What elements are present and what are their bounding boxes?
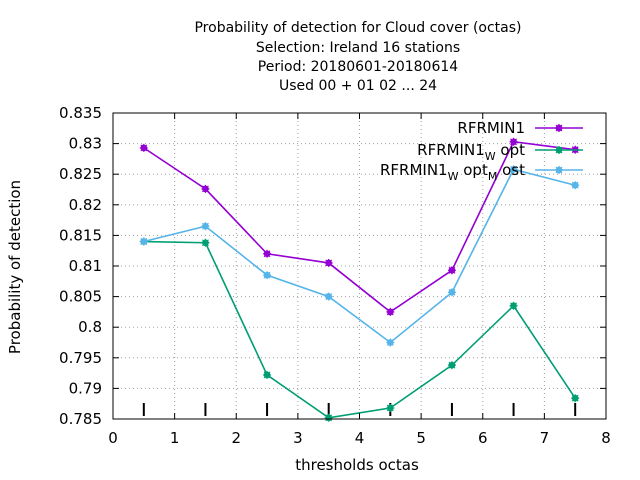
x-tick-label: 8 xyxy=(601,429,611,447)
y-tick-label: 0.795 xyxy=(59,349,102,367)
series-layer xyxy=(139,137,580,422)
series-1 xyxy=(139,137,580,316)
point-marker xyxy=(263,250,271,258)
point-marker xyxy=(510,138,517,146)
y-tick-label: 0.815 xyxy=(59,226,102,244)
y-tick-label: 0.81 xyxy=(69,257,102,275)
y-tick-label: 0.83 xyxy=(69,135,102,153)
title-line-2: Selection: Ireland 16 stations xyxy=(256,40,460,56)
point-marker xyxy=(386,404,394,412)
x-tick-label: 2 xyxy=(231,429,241,447)
x-tick-label: 7 xyxy=(540,429,550,447)
y-tick-label: 0.805 xyxy=(59,288,102,306)
legend-label: RFRMIN1W optM ost xyxy=(380,161,525,183)
point-marker xyxy=(571,394,579,402)
grid xyxy=(113,113,606,419)
point-marker xyxy=(263,371,271,379)
point-marker xyxy=(325,414,333,422)
point-marker xyxy=(448,288,456,296)
y-tick-label: 0.8 xyxy=(78,318,102,336)
x-tick-label: 0 xyxy=(108,429,118,447)
point-marker xyxy=(325,259,333,267)
axis-ticks: 0 1 2 3 4 5 6 7 8 0.785 0.79 0.795 0.8 0.805 0.81 0.815… xyxy=(59,104,611,447)
point-marker xyxy=(448,361,456,369)
point-marker xyxy=(202,222,209,230)
y-tick-label: 0.835 xyxy=(59,104,102,122)
series-line xyxy=(143,140,576,313)
point-marker xyxy=(571,181,579,189)
legend-entry-2: RFRMIN1W opt xyxy=(417,141,583,163)
point-marker xyxy=(325,293,333,301)
point-marker xyxy=(140,238,148,245)
point-marker xyxy=(202,185,209,193)
legend-label: RFRMIN1W opt xyxy=(417,141,525,163)
x-tick-label: 4 xyxy=(355,429,365,447)
point-marker xyxy=(510,165,517,173)
legend-label: RFRMIN1 xyxy=(457,119,525,137)
point-marker xyxy=(386,339,394,346)
y-tick-label: 0.82 xyxy=(69,196,102,214)
series-line xyxy=(143,168,576,344)
series-line xyxy=(143,240,576,419)
title-line-4: Used 00 + 01 02 ... 24 xyxy=(279,78,437,94)
point-marker xyxy=(140,144,148,152)
series-3 xyxy=(139,165,580,347)
x-tick-label: 1 xyxy=(170,429,180,447)
x-tick-label: 5 xyxy=(416,429,426,447)
point-marker xyxy=(555,146,563,154)
title-line-3: Period: 20180601-20180614 xyxy=(258,59,458,75)
title-line-1: Probability of detection for Cloud cover… xyxy=(194,20,521,36)
chart-title: Probability of detection for Cloud cover… xyxy=(194,20,521,94)
point-marker xyxy=(263,271,271,279)
y-axis-label: Probability of detection xyxy=(6,180,24,354)
x-tick-label: 3 xyxy=(293,429,303,447)
y-tick-label: 0.79 xyxy=(69,379,102,397)
y-tick-label: 0.785 xyxy=(59,410,102,428)
legend-entry-3: RFRMIN1W optM ost xyxy=(380,161,583,183)
point-marker xyxy=(202,239,209,247)
point-marker xyxy=(555,124,563,132)
x-tick-label: 6 xyxy=(478,429,488,447)
point-marker xyxy=(448,266,456,274)
legend-entry-1: RFRMIN1 xyxy=(457,119,583,137)
point-marker xyxy=(386,308,394,316)
x-axis-label: thresholds octas xyxy=(295,456,419,474)
y-tick-label: 0.825 xyxy=(59,165,102,183)
point-marker xyxy=(555,166,563,174)
point-marker xyxy=(510,302,517,310)
